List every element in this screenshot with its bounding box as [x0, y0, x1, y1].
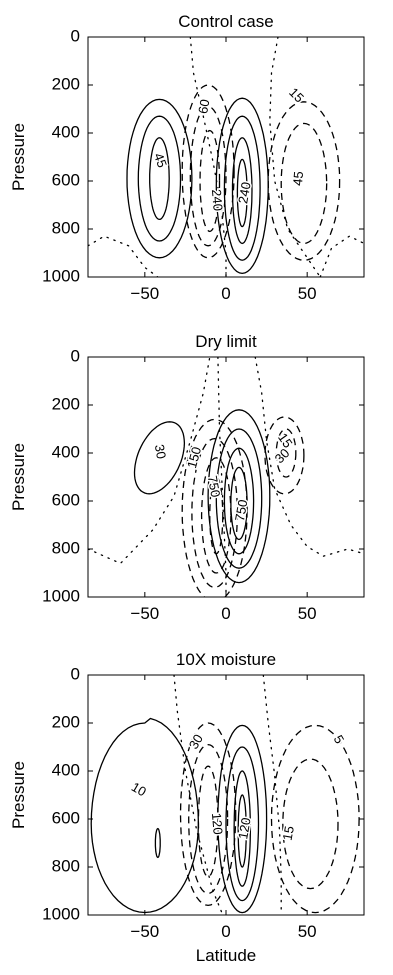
contour-label: 45: [290, 171, 306, 187]
contour-solid: [137, 115, 182, 242]
contour-zero: [189, 37, 227, 277]
contour-dashed: [188, 743, 229, 895]
contour-label: 240: [235, 181, 254, 205]
contour-solid: [90, 717, 200, 914]
contour-lines: [88, 357, 364, 597]
panel-title: Dry limit: [195, 332, 257, 351]
x-tick-label: 0: [221, 284, 230, 303]
x-tick-label: −50: [130, 284, 159, 303]
contour-lines: [90, 675, 360, 915]
y-tick-label: 800: [52, 218, 80, 237]
contour-dashed: [280, 122, 328, 245]
y-axis-label: Pressure: [9, 123, 28, 191]
x-tick-label: −50: [130, 922, 159, 941]
contour-solid: [230, 466, 248, 541]
y-tick-label: 600: [52, 490, 80, 509]
contour-dashed: [282, 758, 339, 890]
contour-solid: [126, 98, 193, 259]
contour-dashed: [267, 101, 341, 261]
y-tick-label: 600: [52, 170, 80, 189]
y-tick-label: 200: [52, 394, 80, 413]
y-tick-label: 0: [71, 26, 80, 45]
contour-label: 150: [184, 445, 204, 470]
contour-label: 30: [272, 445, 293, 466]
contour-zero: [319, 235, 364, 277]
contour-solid: [207, 409, 271, 584]
contour-zero: [88, 357, 211, 565]
panel-title: Control case: [178, 12, 273, 31]
contour-solid: [223, 115, 261, 261]
y-tick-label: 200: [52, 712, 80, 731]
contour-label: 15: [280, 825, 297, 842]
y-tick-label: 400: [52, 442, 80, 461]
x-tick-label: −50: [130, 604, 159, 623]
contour-label: 60: [195, 98, 212, 115]
y-tick-label: 800: [52, 856, 80, 875]
contour-solid: [133, 421, 186, 495]
contour-lines: [88, 37, 364, 277]
plot-frame: [87, 674, 365, 916]
y-tick-label: 1000: [42, 904, 80, 923]
contour-label: 10: [129, 779, 149, 799]
x-tick-label: 50: [298, 922, 317, 941]
x-tick-label: 50: [298, 604, 317, 623]
y-axis-label: Pressure: [9, 761, 28, 829]
contour-dashed: [181, 84, 235, 259]
panel-title: 10X moisture: [176, 650, 276, 669]
contour-zero: [88, 235, 159, 277]
contour-solid: [225, 746, 260, 902]
y-tick-label: 400: [52, 122, 80, 141]
x-tick-label: 0: [221, 604, 230, 623]
y-tick-label: 0: [71, 664, 80, 683]
contour-solid: [215, 428, 263, 569]
contour-label: 30: [152, 443, 169, 460]
contour-label: 120: [235, 816, 254, 840]
contour-solid: [154, 827, 161, 859]
contour-label: 5: [331, 732, 348, 746]
y-tick-label: 600: [52, 808, 80, 827]
contour-dashed: [189, 105, 227, 247]
contour-label: 750: [205, 474, 224, 498]
x-tick-label: 0: [221, 922, 230, 941]
contour-solid: [217, 724, 268, 914]
contour-label: 240: [209, 189, 226, 212]
contour-solid: [233, 770, 252, 887]
contour-solid: [215, 97, 269, 275]
contour-label: 45: [151, 151, 170, 170]
contour-dashed: [270, 724, 360, 914]
contour-solid: [237, 794, 247, 868]
contour-solid: [223, 447, 255, 555]
contour-dashed: [275, 428, 297, 478]
x-tick-label: 50: [298, 284, 317, 303]
y-tick-label: 0: [71, 346, 80, 365]
contour-solid: [231, 137, 253, 245]
y-tick-label: 1000: [42, 266, 80, 285]
y-tick-label: 1000: [42, 586, 80, 605]
contour-solid: [236, 158, 248, 228]
contour-label: 15: [275, 430, 296, 450]
contour-zero: [269, 37, 321, 277]
contour-label: 120: [209, 812, 226, 835]
contour-solid: [149, 137, 170, 221]
x-axis-label: Latitude: [196, 946, 257, 965]
contour-zero: [173, 675, 224, 915]
contour-label: 750: [232, 498, 251, 522]
contour-dashed: [200, 457, 232, 574]
contour-dashed: [197, 765, 219, 878]
y-axis-label: Pressure: [9, 443, 28, 511]
y-tick-label: 400: [52, 760, 80, 779]
contour-dashed: [209, 476, 224, 555]
y-tick-label: 800: [52, 538, 80, 557]
y-tick-label: 200: [52, 74, 80, 93]
contour-dashed: [181, 418, 248, 597]
contour-zero: [254, 357, 364, 557]
